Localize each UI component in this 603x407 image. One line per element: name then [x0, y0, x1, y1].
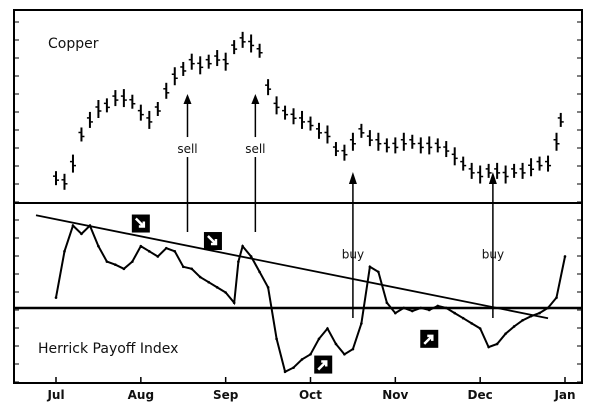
- annotation-label: sell: [177, 142, 197, 156]
- month-label: Sep: [213, 388, 239, 402]
- index-point: [292, 366, 295, 369]
- index-point: [54, 296, 58, 299]
- index-point: [538, 311, 541, 315]
- index-point: [237, 260, 240, 263]
- index-point: [114, 263, 117, 267]
- annotation-label: sell: [245, 142, 265, 156]
- index-panel: Herrick Payoff Index buy buy: [14, 214, 582, 374]
- index-series-line: [55, 223, 566, 374]
- index-point: [198, 275, 202, 279]
- index-point: [148, 250, 151, 253]
- index-point: [173, 250, 177, 253]
- annotation-label: buy: [482, 248, 504, 262]
- month-label: Jan: [553, 388, 575, 402]
- index-point: [368, 265, 372, 269]
- sell-arrow-head: [251, 94, 260, 104]
- price-title: Copper: [48, 36, 99, 52]
- index-point: [88, 224, 92, 227]
- index-point: [283, 370, 287, 374]
- index-point: [394, 311, 397, 315]
- index-point: [207, 280, 210, 284]
- month-label: Oct: [299, 388, 322, 402]
- index-point: [105, 260, 109, 263]
- index-point: [156, 255, 160, 258]
- index-point: [529, 314, 533, 318]
- x-axis-ticks: Jul Aug Sep Oct Nov Dec Jan: [46, 377, 576, 402]
- index-point: [258, 270, 261, 274]
- index-point: [71, 224, 75, 227]
- index-point: [232, 301, 236, 305]
- index-point: [97, 244, 100, 248]
- index-point: [317, 337, 321, 341]
- down-signal-icon: [131, 214, 150, 233]
- up-signal-icon: [314, 355, 333, 374]
- index-point: [249, 255, 253, 258]
- signal-arrow: [207, 235, 218, 246]
- month-label: Aug: [128, 388, 154, 402]
- index-point: [300, 358, 304, 361]
- index-point: [360, 322, 363, 325]
- signal-arrow: [423, 334, 434, 345]
- index-point: [309, 352, 312, 356]
- index-point: [436, 304, 440, 308]
- index-point: [334, 342, 338, 346]
- index-point: [181, 265, 185, 269]
- buy-arrow-head: [348, 172, 357, 184]
- index-point: [546, 306, 550, 310]
- chart-frame: [13, 9, 583, 384]
- index-point: [495, 342, 499, 346]
- index-point: [402, 306, 406, 310]
- down-signal-icon: [203, 232, 222, 251]
- annotation-label: buy: [342, 248, 364, 262]
- index-point: [164, 246, 168, 250]
- index-point: [139, 244, 143, 248]
- index-point: [453, 311, 457, 315]
- index-point: [444, 306, 448, 310]
- index-point: [351, 347, 355, 351]
- index-point: [411, 309, 414, 313]
- month-label: Dec: [468, 388, 493, 402]
- index-point: [504, 332, 507, 335]
- index-point: [266, 286, 270, 289]
- index-point: [521, 318, 524, 322]
- up-signal-icon: [420, 329, 439, 348]
- index-point: [461, 316, 465, 320]
- index-point: [190, 267, 194, 271]
- price-panel: Copper sell sell: [48, 31, 564, 318]
- month-label: Nov: [382, 388, 408, 402]
- index-point: [275, 337, 278, 341]
- index-point: [385, 301, 389, 305]
- index-point: [487, 345, 490, 349]
- index-point: [343, 352, 346, 356]
- signal-arrow: [317, 360, 328, 371]
- sell-arrow-head: [183, 94, 192, 104]
- index-title: Herrick Payoff Index: [38, 341, 178, 357]
- index-point: [555, 296, 558, 299]
- signal-arrow: [134, 217, 146, 228]
- month-label: Jul: [46, 388, 64, 402]
- buy-arrow-head: [488, 172, 497, 184]
- index-point: [427, 308, 431, 312]
- index-point: [131, 260, 134, 263]
- index-point: [563, 255, 567, 258]
- index-point: [122, 267, 126, 271]
- index-point: [419, 306, 423, 310]
- index-point: [224, 291, 227, 294]
- index-point: [478, 327, 482, 330]
- trendline: [35, 214, 549, 320]
- index-point: [241, 244, 244, 248]
- index-point: [80, 232, 83, 236]
- index-point: [470, 322, 473, 325]
- index-point: [326, 327, 329, 330]
- index-point: [512, 325, 516, 328]
- index-point: [377, 270, 380, 274]
- index-point: [63, 250, 66, 253]
- index-point: [215, 286, 219, 289]
